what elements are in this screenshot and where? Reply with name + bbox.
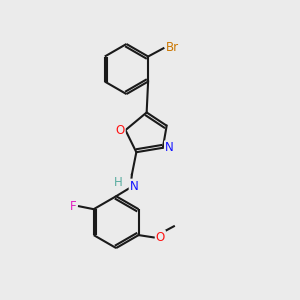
Text: O: O [116,124,125,136]
Text: Br: Br [166,40,179,54]
Text: N: N [165,141,174,154]
Text: F: F [70,200,76,213]
Text: N: N [130,180,138,193]
Text: H: H [114,176,122,189]
Text: O: O [156,231,165,244]
